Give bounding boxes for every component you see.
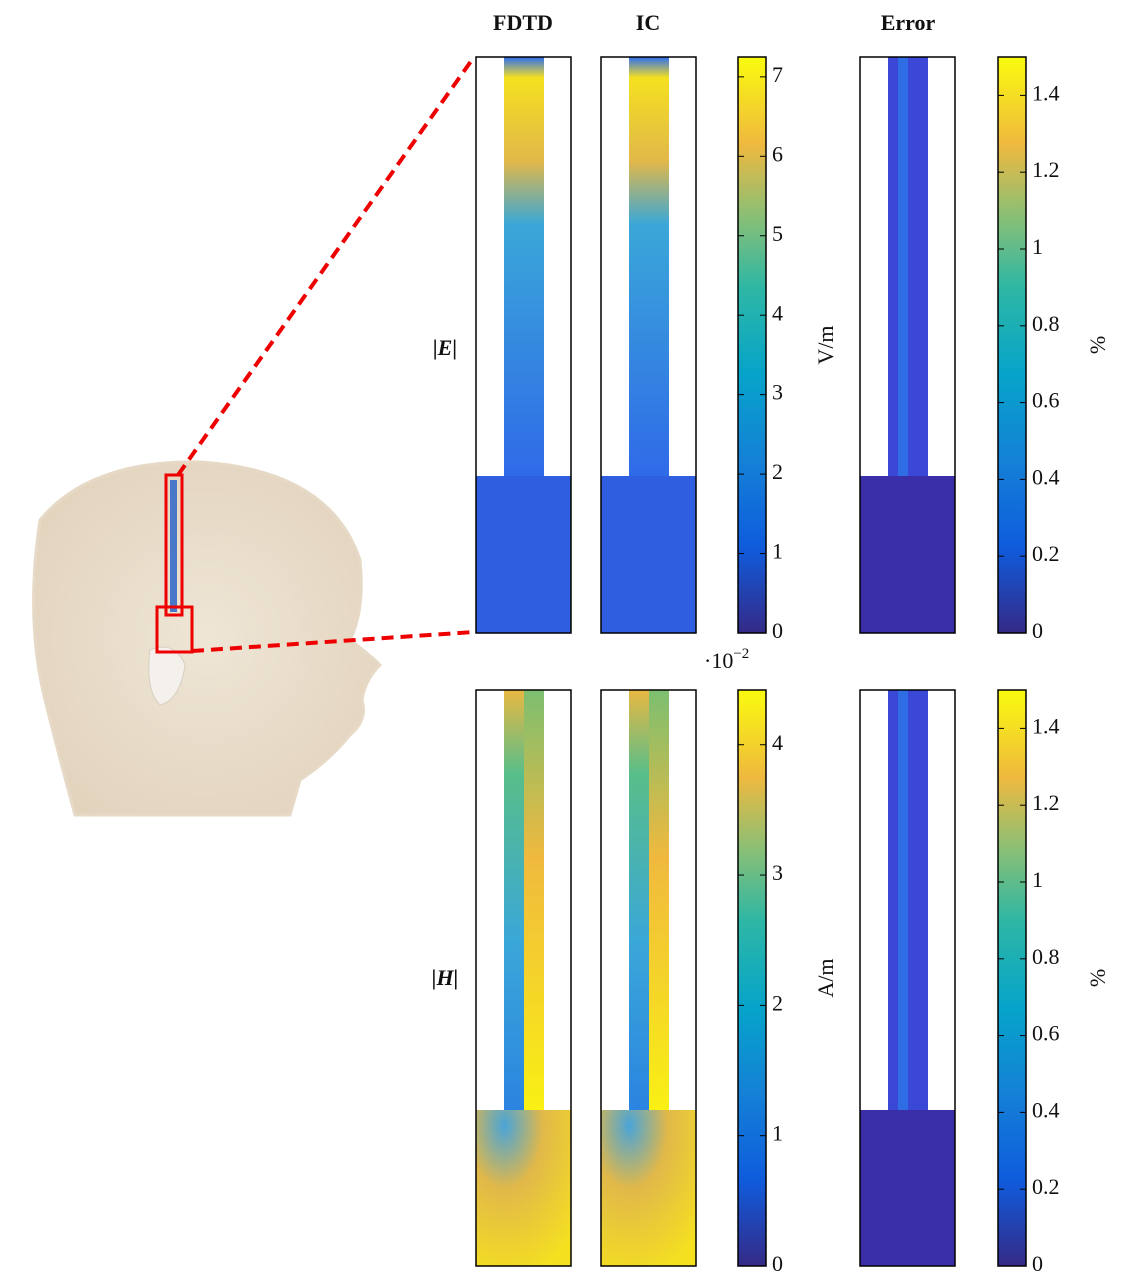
field-strip [629, 690, 649, 1110]
colorbar-tick-label: 0.4 [1032, 1097, 1060, 1122]
field-strip [504, 57, 544, 476]
colorbar-tick-label: 0 [772, 618, 783, 643]
colorbar-tick-label: 4 [772, 300, 783, 325]
row-label: |E| [433, 335, 457, 360]
colorbar-tick-label: 0.6 [1032, 1021, 1060, 1046]
colorbar-tick-label: 1.4 [1032, 80, 1060, 105]
field-strip [898, 690, 908, 1110]
field-strip [524, 690, 544, 1110]
colorbar-tick-label: 6 [772, 141, 783, 166]
colorbar-tick-label: 0.4 [1032, 464, 1060, 489]
colorbar-unit: A/m [813, 958, 838, 997]
field-base [476, 1110, 571, 1266]
exponent-power: −2 [733, 646, 749, 662]
colorbar-unit: V/m [813, 325, 838, 364]
panel-border [475, 56, 572, 634]
colorbar [997, 56, 1027, 634]
colorbar-tick-label: 3 [772, 860, 783, 885]
colorbar-tick-label: 0.8 [1032, 944, 1060, 969]
colorbar-tick-label: 3 [772, 380, 783, 405]
colorbar-tick-label: 0.8 [1032, 311, 1060, 336]
field-map [475, 56, 572, 634]
field-map [475, 689, 572, 1267]
colorbar-tick-label: 2 [772, 459, 783, 484]
field-map [600, 56, 697, 634]
panel-border [600, 689, 697, 1267]
colorbar-tick-label: 0.2 [1032, 1174, 1060, 1199]
field-base [860, 1110, 955, 1266]
exponent-base: ·10 [704, 648, 733, 673]
colorbar-tick-label: 1.2 [1032, 157, 1060, 182]
column-title: FDTD [493, 10, 553, 35]
panel-border [859, 56, 956, 634]
colorbar-unit: % [1085, 969, 1110, 987]
colorbar-tick-label: 0 [772, 1251, 783, 1276]
field-strip [504, 690, 524, 1110]
field-strip [649, 690, 669, 1110]
field-map [600, 689, 697, 1267]
colorbar-tick-label: 7 [772, 62, 783, 87]
colorbar-tick-label: 1.4 [1032, 713, 1060, 738]
panel-border [600, 56, 697, 634]
field-map [859, 689, 956, 1267]
colorbar-exponent: ·10−2 [704, 646, 749, 673]
field-map [859, 56, 956, 634]
colorbar-tick-label: 0.6 [1032, 388, 1060, 413]
field-strip [898, 57, 908, 476]
colorbar-tick-label: 1 [1032, 234, 1043, 259]
field-base [601, 1110, 696, 1266]
head-illustration [32, 55, 476, 817]
colorbar-tick-label: 1 [772, 539, 783, 564]
colorbar-unit: % [1085, 336, 1110, 354]
colorbar-tick-label: 1.2 [1032, 790, 1060, 815]
colorbar [737, 689, 767, 1267]
panel-border [859, 689, 956, 1267]
panel-border [475, 689, 572, 1267]
colorbar-tick-label: 2 [772, 990, 783, 1015]
colorbar-tick-label: 1 [1032, 867, 1043, 892]
colorbar [737, 56, 767, 634]
column-title: Error [881, 10, 936, 35]
field-strip [629, 57, 669, 476]
row-label: |H| [432, 965, 459, 990]
column-title: IC [636, 10, 660, 35]
field-base [601, 476, 696, 633]
field-base [860, 476, 955, 633]
colorbar-tick-label: 5 [772, 221, 783, 246]
colorbar [997, 689, 1027, 1267]
colorbar-tick-label: 0.2 [1032, 541, 1060, 566]
colorbar-tick-label: 0 [1032, 618, 1043, 643]
field-base [476, 476, 571, 633]
colorbar-tick-label: 1 [772, 1121, 783, 1146]
colorbar-tick-label: 4 [772, 730, 783, 755]
colorbar-tick-label: 0 [1032, 1251, 1043, 1276]
